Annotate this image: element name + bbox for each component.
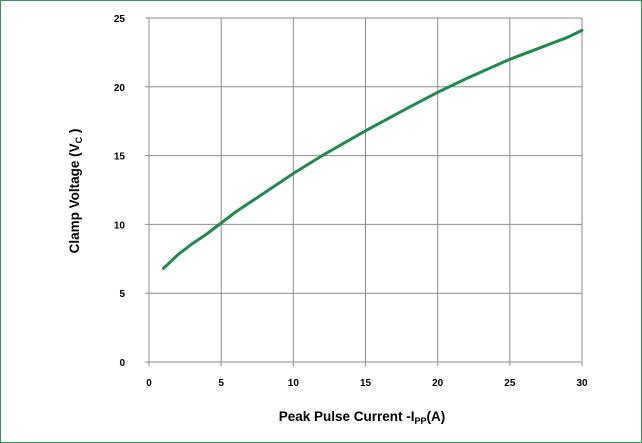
- x-axis-title-main: Peak Pulse Current -I: [279, 409, 415, 424]
- x-tick-label: 30: [576, 378, 588, 389]
- x-tick-label: 5: [218, 378, 224, 389]
- y-tick-label: 20: [114, 83, 126, 94]
- x-tick-label: 25: [504, 378, 516, 389]
- series-group: [161, 28, 584, 270]
- y-tick-label: 5: [119, 289, 125, 300]
- x-axis-title-suffix: (A): [427, 409, 446, 424]
- x-tick-label: 15: [360, 378, 372, 389]
- y-axis-title-suffix: ): [67, 129, 82, 137]
- y-tick-label: 0: [119, 358, 125, 369]
- x-tick-label: 10: [288, 378, 300, 389]
- y-tick-label: 15: [114, 152, 126, 163]
- x-tick-label: 20: [432, 378, 444, 389]
- grid: [149, 17, 583, 362]
- series-line: [161, 28, 584, 270]
- x-axis-title-sub: PP: [415, 416, 427, 426]
- x-axis-title: Peak Pulse Current -IPP(A): [279, 409, 446, 426]
- x-tick-labels: 0 5 10 15 20 25 30: [146, 378, 588, 389]
- y-tick-label: 10: [114, 220, 126, 231]
- y-axis-title-main: Clamp Voltage (V: [67, 143, 82, 253]
- y-axis-title-sub: C: [74, 136, 84, 143]
- x-tick-label: 0: [146, 378, 152, 389]
- y-tick-label: 25: [114, 14, 126, 25]
- y-axis-title: Clamp Voltage (VC ): [67, 129, 84, 254]
- axes: [145, 17, 583, 366]
- y-tick-labels: 0 5 10 15 20 25: [114, 14, 126, 369]
